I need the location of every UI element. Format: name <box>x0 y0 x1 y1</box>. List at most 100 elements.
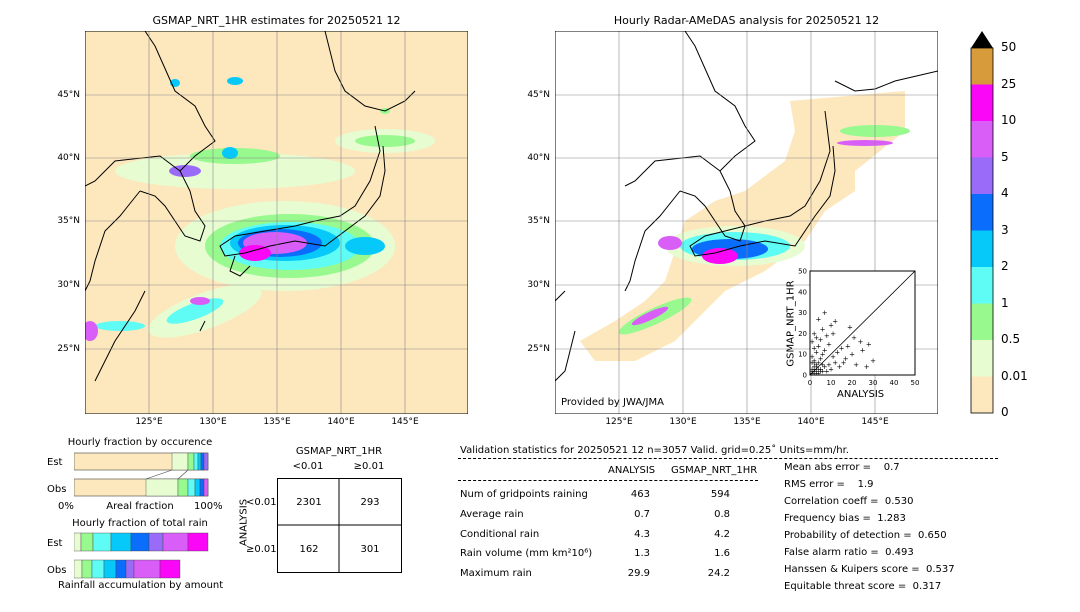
scatter-point: + <box>830 353 836 361</box>
right-lat-40: 40°N <box>527 153 550 163</box>
stat-a-conditional: 4.3 <box>634 529 650 540</box>
colorbar-tick-label: 5 <box>1001 149 1009 164</box>
right-lon-135: 135°E <box>733 417 761 427</box>
scatter-ytick-label: 0 <box>803 372 807 380</box>
scatter-point: + <box>820 361 826 369</box>
right-lon-130: 130°E <box>669 417 697 427</box>
scatter-point: + <box>820 326 826 334</box>
colorbar-tick-label: 4 <box>1001 186 1009 200</box>
score-frequency-bias: Frequency bias = 1.283 <box>784 513 906 524</box>
left-lon-135: 135°E <box>263 417 291 427</box>
scatter-point: + <box>826 361 832 369</box>
colorbar-tick-label: 0.5 <box>1001 332 1021 346</box>
colorbar-band <box>971 303 993 340</box>
scatter-point: + <box>830 330 836 338</box>
scatter-point: + <box>839 344 845 352</box>
colorbar-tick-label: 0 <box>1001 405 1009 419</box>
left-rain-field <box>85 77 435 341</box>
scatter-xtick-label: 0 <box>808 379 812 387</box>
score-rmse: RMS error = 1.9 <box>784 479 874 490</box>
right-lon-145: 145°E <box>861 417 889 427</box>
left-lat-35: 35°N <box>57 216 80 226</box>
scatter-xtick-label: 20 <box>848 379 857 387</box>
scatter-point: + <box>822 309 828 317</box>
scatter-xtick-label: 50 <box>911 379 920 387</box>
stat-label-raining: Num of gridpoints raining <box>460 489 588 500</box>
scatter-point: + <box>843 355 849 363</box>
scatter-point: + <box>849 351 855 359</box>
contingency-cell-nn: 2301 <box>296 497 322 508</box>
scatter-point: + <box>832 317 838 325</box>
scatter-point: + <box>853 361 859 369</box>
scatter-xtick-label: 30 <box>869 379 878 387</box>
left-lon-140: 140°E <box>327 417 355 427</box>
total-rain-bars <box>74 532 209 579</box>
left-grid <box>85 31 468 414</box>
stat-b-conditional: 4.2 <box>714 529 730 540</box>
scatter-point: + <box>841 359 847 367</box>
stat-b-raining: 594 <box>710 489 730 500</box>
contingency-cell-yn: 162 <box>299 544 319 555</box>
scatter-point: + <box>820 351 826 359</box>
scatter-point: + <box>822 363 828 371</box>
right-lat-25: 25°N <box>527 344 550 354</box>
scatter-point: + <box>818 336 824 344</box>
scatter-point: + <box>818 355 824 363</box>
scatter-point: + <box>809 365 815 373</box>
colorbar-tick-label: 2 <box>1001 259 1009 273</box>
left-lon-125: 125°E <box>135 417 163 427</box>
scatter-point: + <box>860 347 866 355</box>
scatter-point: + <box>811 363 817 371</box>
total-rain-axis-label: Rainfall accumulation by amount <box>58 580 224 591</box>
scatter-ytick-label: 40 <box>798 288 807 296</box>
colorbar-band <box>971 340 993 377</box>
score-hk: Hanssen & Kuipers score = 0.537 <box>784 564 955 575</box>
contingency-cell-ny: 293 <box>360 497 380 508</box>
scatter-ylabel: GSMAP_NRT_1HR <box>785 280 797 367</box>
right-map-title: Hourly Radar-AMeDAS analysis for 2025052… <box>613 14 880 27</box>
scatter-point: + <box>811 357 817 365</box>
left-lon-145: 145°E <box>391 417 419 427</box>
scatter-point: + <box>813 367 819 375</box>
stat-a-volume: 1.3 <box>634 548 650 559</box>
scatter-ytick-label: 30 <box>798 309 807 317</box>
scatter-point: + <box>870 357 876 365</box>
scatter-point: + <box>832 359 838 367</box>
contingency-grid <box>277 478 402 573</box>
left-lat-45: 45°N <box>57 90 80 100</box>
colorbar-tick-label: 0.01 <box>1001 368 1028 383</box>
right-grid <box>555 31 938 414</box>
occurrence-axis-mid: Areal fraction <box>106 501 174 512</box>
scatter-point: + <box>834 349 840 357</box>
occurrence-axis-left: 0% <box>58 501 74 512</box>
right-lon-125: 125°E <box>605 417 633 427</box>
scatter-point: + <box>847 324 853 332</box>
scatter-point: + <box>813 369 819 377</box>
stat-b-average: 0.8 <box>714 509 730 520</box>
colorbar-band <box>971 230 993 267</box>
scatter-point: + <box>813 349 819 357</box>
colorbar-arrow <box>971 31 993 48</box>
scatter-point: + <box>822 347 828 355</box>
total-rain-est-label: Est <box>47 538 63 549</box>
score-far: False alarm ratio = 0.493 <box>784 547 914 558</box>
scatter-point: + <box>811 359 817 367</box>
colorbar-tick-label: 50 <box>1001 40 1017 54</box>
right-lon-140: 140°E <box>797 417 825 427</box>
scatter-point: + <box>828 365 834 373</box>
scatter-xtick-label: 40 <box>890 379 899 387</box>
scatter-point: + <box>811 365 817 373</box>
scatter-xlabel: ANALYSIS <box>837 389 885 400</box>
total-rain-title: Hourly fraction of total rain <box>72 518 208 529</box>
colorbar-band <box>971 267 993 304</box>
scatter-point: + <box>809 367 815 375</box>
stat-a-raining: 463 <box>630 489 650 500</box>
scatter-point: + <box>815 365 821 373</box>
colorbar-band <box>971 194 993 231</box>
left-map-title: GSMAP_NRT_1HR estimates for 20250521 12 <box>152 14 401 27</box>
scatter-point: + <box>857 338 863 346</box>
scatter-point: + <box>815 315 821 323</box>
contingency-cell-yy: 301 <box>360 544 380 555</box>
occurrence-obs-label: Obs <box>47 484 67 495</box>
scatter-point: + <box>864 363 870 371</box>
